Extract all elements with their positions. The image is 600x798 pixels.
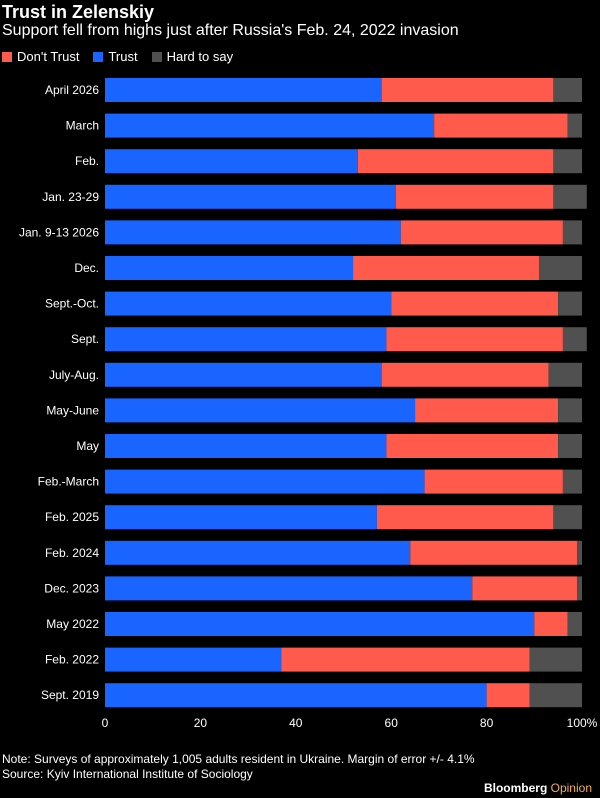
bar-segment-don-t-trust bbox=[281, 647, 530, 672]
legend-swatch-trust bbox=[93, 51, 104, 62]
brand-logo: Bloomberg Opinion bbox=[484, 781, 592, 795]
category-label: Feb. 2024 bbox=[45, 546, 99, 560]
category-label: Dec. 2023 bbox=[44, 581, 99, 595]
bar-segment-don-t-trust bbox=[486, 683, 530, 708]
bar-segment-hard-to-say bbox=[529, 683, 582, 708]
category-label: Feb. 2022 bbox=[45, 653, 99, 667]
x-tick-label: 80 bbox=[480, 716, 494, 730]
category-label: Sept. 2019 bbox=[41, 688, 99, 702]
bar-segment-trust bbox=[105, 683, 487, 708]
bar-segment-hard-to-say bbox=[558, 398, 582, 423]
bar-segment-hard-to-say bbox=[553, 184, 587, 209]
bar-segment-don-t-trust bbox=[472, 576, 578, 601]
bar-segment-don-t-trust bbox=[391, 291, 559, 316]
legend-item-hard-to-say: Hard to say bbox=[151, 49, 234, 64]
bar-segment-don-t-trust bbox=[357, 149, 554, 174]
x-tick-label: 40 bbox=[289, 716, 303, 730]
source-line: Source: Kyiv International Institute of … bbox=[2, 767, 253, 781]
stacked-bar-chart: April 2026 March Feb. Jan. 23-29 Jan. 9-13 2… bbox=[19, 78, 598, 730]
bar-segment-trust bbox=[105, 113, 435, 138]
bar-segment-hard-to-say bbox=[562, 220, 582, 245]
bar-segment-don-t-trust bbox=[400, 220, 563, 245]
footnote: Note: Surveys of approximately 1,005 adu… bbox=[2, 752, 475, 766]
category-label: July-Aug. bbox=[49, 368, 99, 382]
legend-swatch-dont-trust bbox=[2, 51, 12, 62]
bar-segment-trust bbox=[105, 398, 416, 423]
category-label: May bbox=[76, 439, 99, 453]
bar-segment-hard-to-say bbox=[553, 505, 582, 530]
bar-segment-don-t-trust bbox=[381, 362, 549, 387]
bar-segment-trust bbox=[105, 576, 473, 601]
category-label: Feb. bbox=[75, 154, 99, 168]
bar-segment-don-t-trust bbox=[415, 398, 559, 423]
bar-segment-hard-to-say bbox=[529, 647, 582, 672]
bar-segment-trust bbox=[105, 612, 535, 636]
category-label: April 2026 bbox=[45, 83, 99, 97]
category-label: Jan. 9-13 2026 bbox=[19, 225, 99, 239]
legend-label-trust: Trust bbox=[108, 49, 138, 64]
brand-name: Bloomberg bbox=[483, 781, 548, 795]
bar-segment-hard-to-say bbox=[577, 576, 582, 601]
chart-subtitle: Support fell from highs just after Russi… bbox=[2, 22, 459, 39]
bar-segment-hard-to-say bbox=[558, 291, 582, 316]
category-label: Dec. bbox=[74, 261, 99, 275]
bar-segment-don-t-trust bbox=[381, 78, 554, 102]
bar-segment-don-t-trust bbox=[386, 434, 559, 458]
legend: Don't Trust Trust Hard to say bbox=[2, 49, 233, 64]
bar-segment-trust bbox=[105, 291, 392, 316]
category-label: May 2022 bbox=[46, 617, 99, 631]
category-label: Sept. bbox=[71, 332, 99, 346]
bar-segment-trust bbox=[105, 540, 411, 565]
category-label: Feb.-March bbox=[38, 475, 99, 489]
bar-segment-hard-to-say bbox=[562, 327, 587, 352]
category-label: March bbox=[66, 119, 99, 133]
bar-segment-don-t-trust bbox=[395, 184, 554, 209]
bar-segment-hard-to-say bbox=[539, 256, 582, 280]
bar-segment-hard-to-say bbox=[553, 149, 582, 174]
legend-item-trust: Trust bbox=[93, 49, 138, 64]
bar-segment-hard-to-say bbox=[558, 434, 582, 458]
bar-segment-trust bbox=[105, 505, 377, 530]
category-label: Sept.-Oct. bbox=[45, 297, 99, 311]
chart-title: Trust in Zelenskiy bbox=[2, 2, 155, 22]
legend-label-dont-trust: Don't Trust bbox=[17, 49, 80, 64]
bar-segment-don-t-trust bbox=[376, 505, 554, 530]
bar-segment-trust bbox=[105, 149, 358, 174]
category-label: Jan. 23-29 bbox=[42, 190, 99, 204]
bar-segment-hard-to-say bbox=[553, 78, 582, 102]
bar-segment-trust bbox=[105, 362, 382, 387]
legend-swatch-hard-to-say bbox=[151, 51, 162, 62]
bar-segment-trust bbox=[105, 184, 396, 209]
x-tick-label: 0 bbox=[102, 716, 109, 730]
x-tick-label: 60 bbox=[385, 716, 399, 730]
x-tick-label: 20 bbox=[194, 716, 208, 730]
brand-suffix: Opinion bbox=[550, 781, 592, 795]
legend-item-dont-trust: Don't Trust bbox=[2, 49, 79, 64]
bar-segment-trust bbox=[105, 647, 282, 672]
bar-segment-don-t-trust bbox=[534, 612, 568, 636]
bar-segment-trust bbox=[105, 434, 387, 458]
x-tick-label: 100% bbox=[567, 716, 598, 730]
bar-segment-trust bbox=[105, 78, 382, 102]
legend-label-hard-to-say: Hard to say bbox=[166, 49, 234, 64]
bar-segment-trust bbox=[105, 469, 425, 494]
bar-segment-hard-to-say bbox=[562, 469, 582, 494]
bar-segment-trust bbox=[105, 256, 354, 280]
bar-segment-don-t-trust bbox=[386, 327, 563, 352]
bar-segment-hard-to-say bbox=[567, 612, 582, 636]
bar-segment-hard-to-say bbox=[577, 540, 582, 565]
bar-segment-hard-to-say bbox=[567, 113, 582, 138]
bar-segment-hard-to-say bbox=[548, 362, 582, 387]
bar-segment-trust bbox=[105, 327, 387, 352]
bar-segment-don-t-trust bbox=[434, 113, 568, 138]
category-label: Feb. 2025 bbox=[45, 510, 99, 524]
bar-segment-trust bbox=[105, 220, 401, 245]
bar-segment-don-t-trust bbox=[353, 256, 540, 280]
bar-segment-don-t-trust bbox=[424, 469, 563, 494]
category-label: May-June bbox=[46, 403, 99, 417]
bar-segment-don-t-trust bbox=[410, 540, 578, 565]
